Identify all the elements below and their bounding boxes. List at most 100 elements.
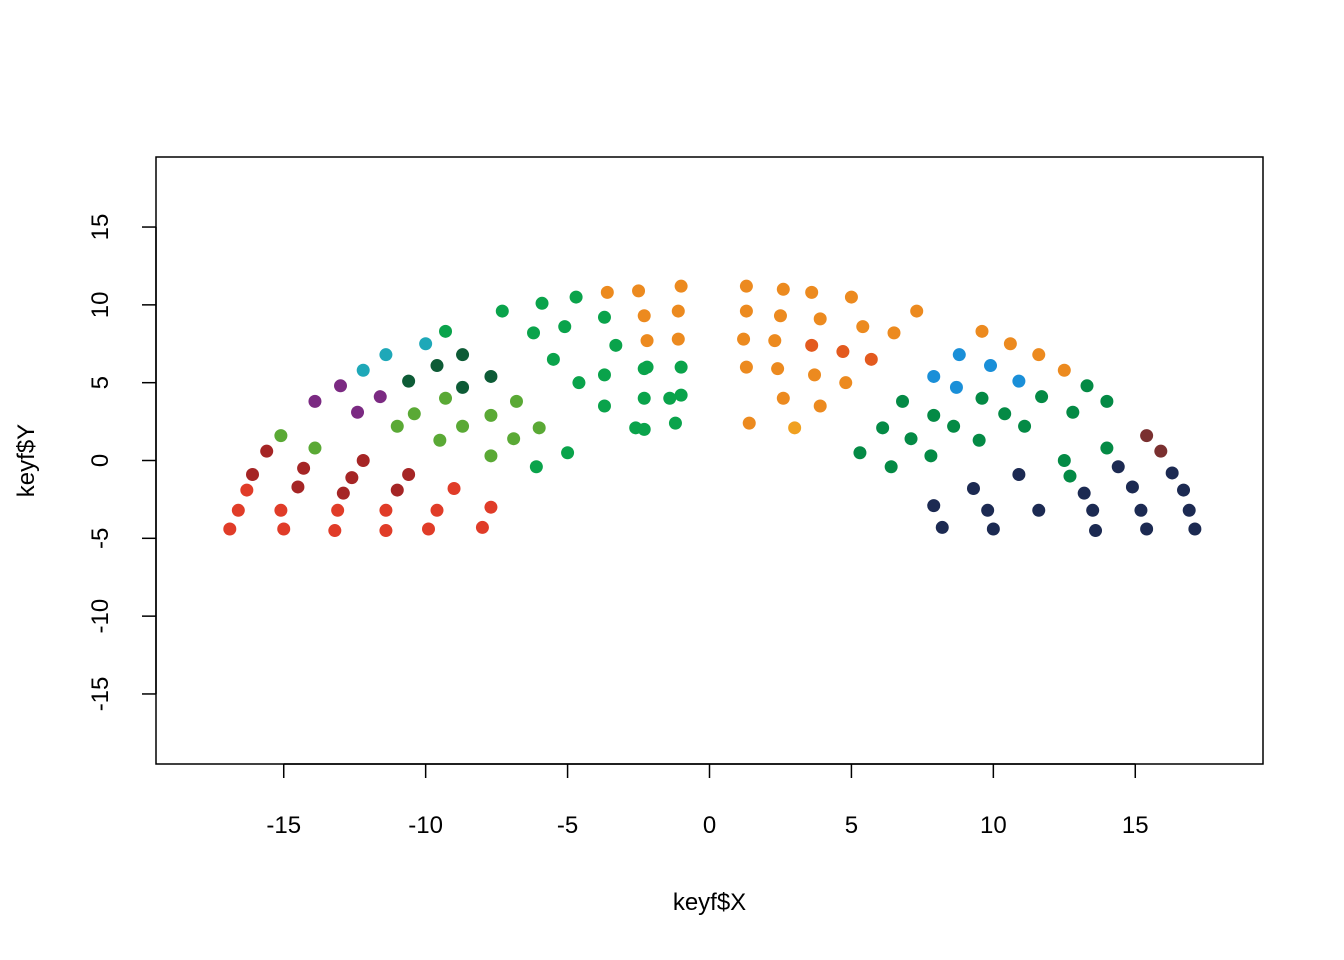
data-point [805,338,819,352]
data-point [813,399,827,413]
data-point [507,432,521,446]
data-point [776,282,790,296]
data-point [788,421,802,435]
data-point [291,480,305,494]
data-point [674,279,688,293]
data-point [952,348,966,362]
x-tick-label: -15 [266,812,301,839]
x-tick-label: 0 [703,812,716,839]
data-points [223,279,1202,538]
data-point [739,304,753,318]
data-point [805,285,819,299]
data-point [1140,429,1154,443]
data-point [495,304,509,318]
data-point [1140,522,1154,536]
data-point [609,338,623,352]
data-point [839,376,853,390]
data-point [546,352,560,366]
data-point [379,348,393,362]
data-point [430,503,444,517]
data-point [260,444,274,458]
data-point [998,407,1012,421]
data-point [351,405,365,419]
data-point [674,388,688,402]
data-point [402,374,416,388]
data-point [407,407,421,421]
data-point [484,408,498,422]
data-point [527,326,541,340]
data-point [637,391,651,405]
x-tick-label: 5 [845,812,858,839]
data-point [984,359,998,373]
data-point [853,446,867,460]
data-point [813,312,827,326]
data-point [433,433,447,447]
data-point [597,310,611,324]
y-tick-label: 0 [87,454,114,467]
data-point [671,332,685,346]
data-point [972,433,986,447]
data-point [1177,483,1191,497]
data-point [1057,363,1071,377]
data-point [1100,394,1114,408]
x-tick-label: -10 [408,812,443,839]
data-point [1032,348,1046,362]
data-point [328,524,342,538]
data-point [975,324,989,338]
data-point [1032,503,1046,517]
y-axis-label: keyf$Y [13,424,40,497]
data-point [1182,503,1196,517]
data-point [597,399,611,413]
data-point [768,334,782,348]
data-point [600,285,614,299]
data-point [640,334,654,348]
data-point [231,503,245,517]
data-point [274,503,288,517]
data-point [637,422,651,436]
data-point [1012,468,1026,482]
data-point [419,337,433,351]
data-point [475,520,489,534]
data-point [558,320,572,334]
data-point [668,416,682,430]
data-point [927,369,941,383]
data-point [864,352,878,366]
data-point [975,391,989,405]
data-point [887,326,901,340]
data-point [277,522,291,536]
data-point [836,345,850,359]
data-point [297,461,311,475]
data-point [1077,486,1091,500]
data-point [637,309,651,323]
data-point [1057,454,1071,467]
data-point [308,441,322,455]
data-point [986,522,1000,536]
data-point [484,500,498,514]
data-point [572,376,586,390]
data-point [904,432,918,446]
x-tick-label: 15 [1122,812,1149,839]
data-point [927,499,941,513]
data-point [935,520,949,534]
data-point [1111,460,1125,474]
data-point [223,522,237,536]
data-point [379,503,393,517]
data-point [671,304,685,318]
x-axis: -15 -10 -5 0 5 10 15 [266,763,1149,839]
data-point [896,394,910,408]
data-point [927,408,941,422]
data-point [373,390,387,404]
data-point [1012,374,1026,388]
data-point [439,324,453,338]
plot-frame [155,156,1264,765]
data-point [447,482,461,496]
y-axis: -15 -10 -5 0 5 10 15 [87,214,157,711]
data-point [532,421,546,435]
data-point [1035,390,1049,404]
data-point [1063,469,1077,483]
data-point [390,483,404,497]
data-point [773,309,787,323]
data-point [739,360,753,374]
data-point [876,421,890,435]
